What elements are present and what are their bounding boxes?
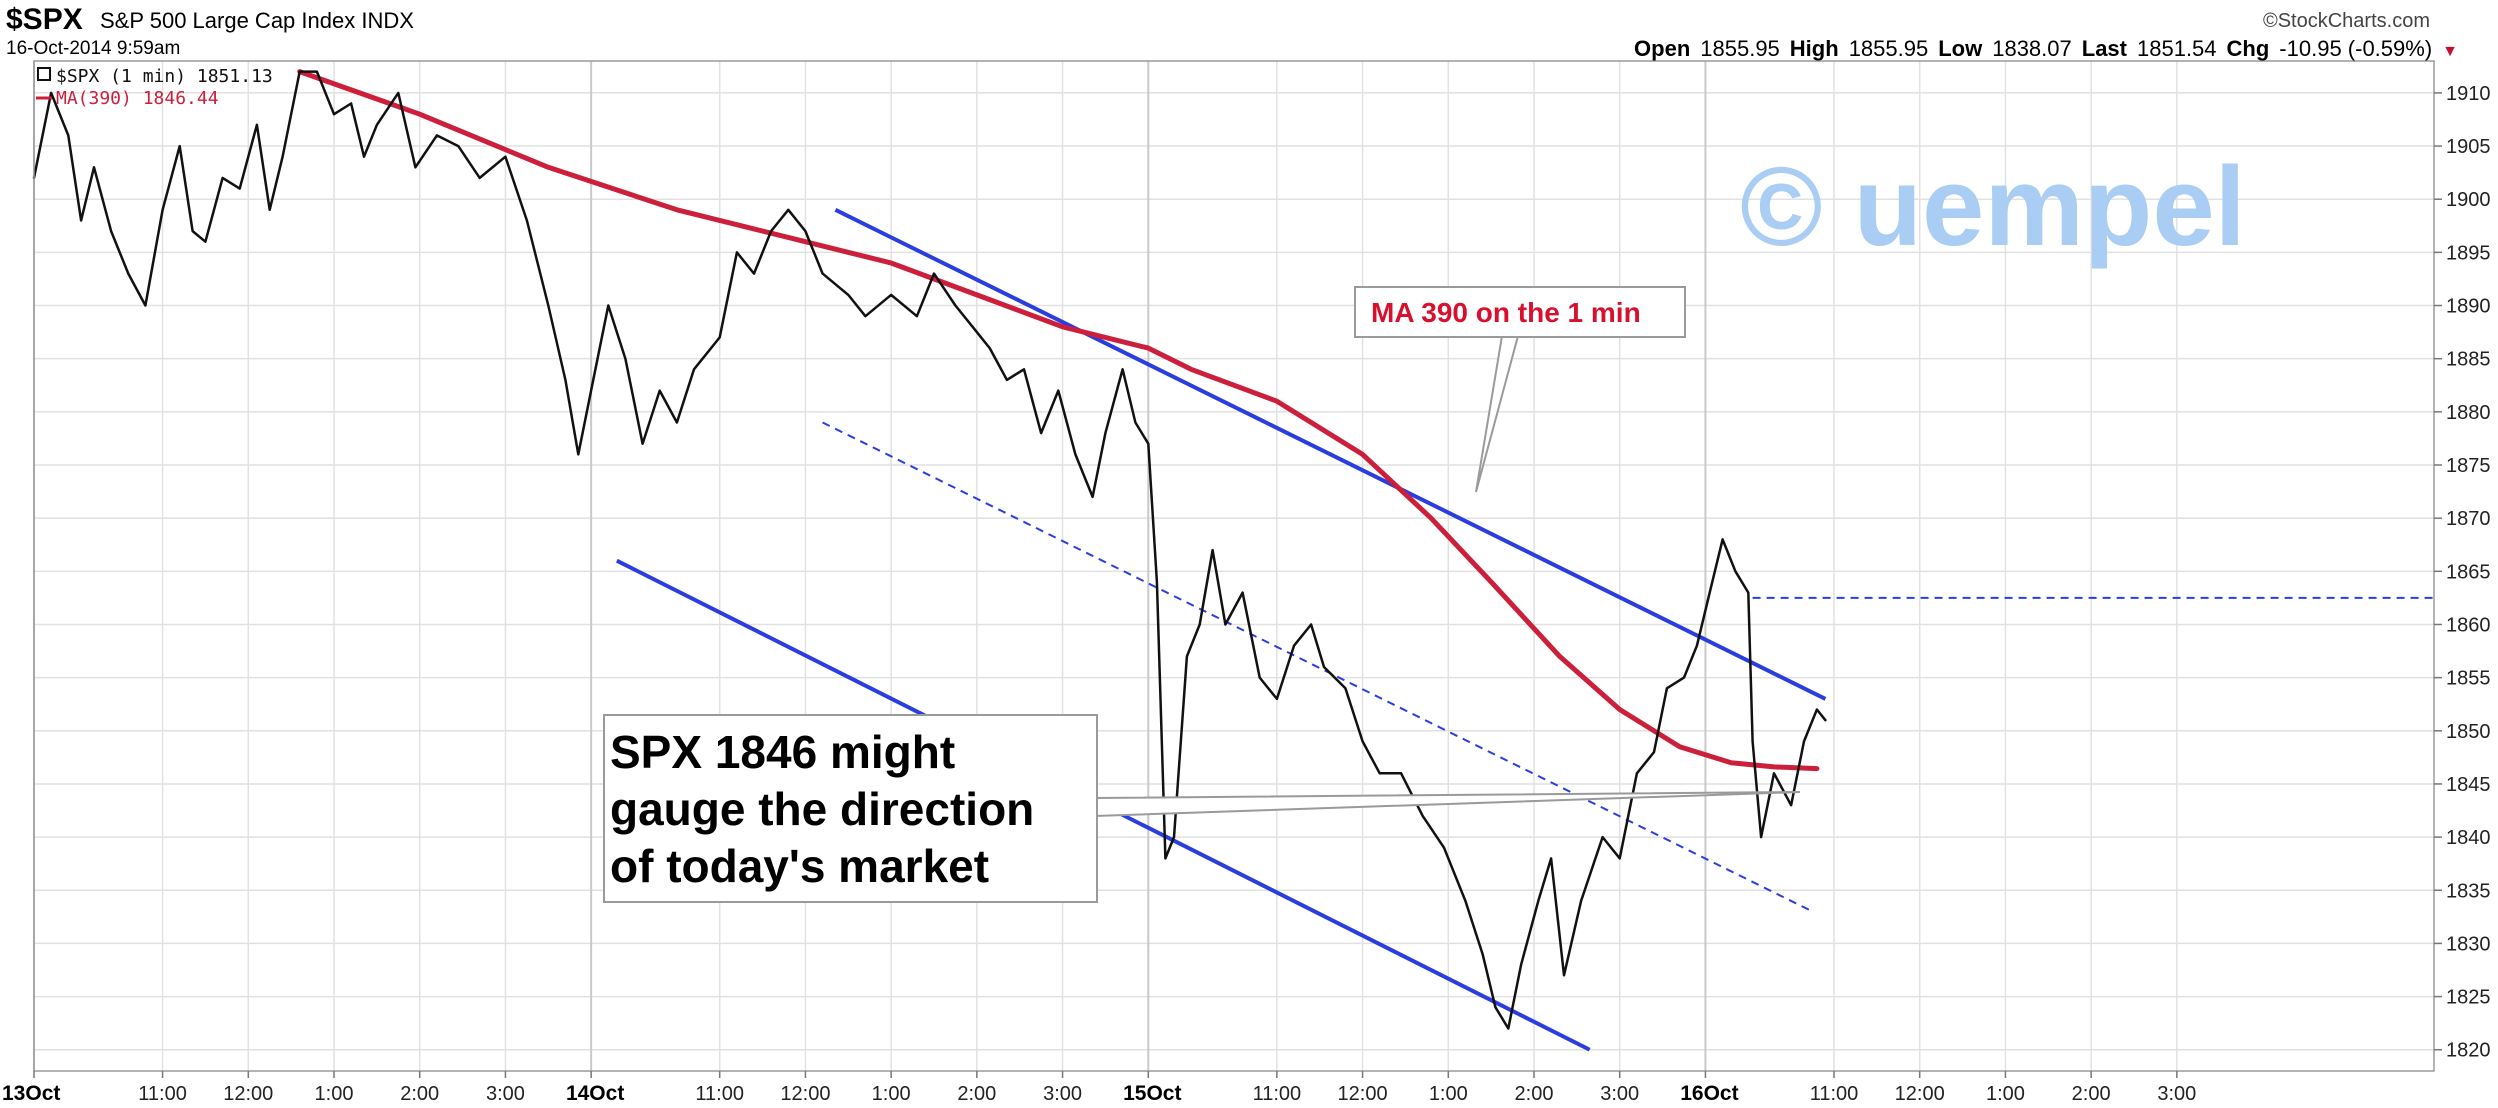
- legend-price-swatch: [37, 67, 51, 81]
- y-tick-label: 1905: [2446, 136, 2491, 158]
- y-axis: 1820 1825 1830 1835 1840 1845 1850 1855 1860 1865…: [2434, 83, 2491, 1062]
- y-tick-label: 1825: [2446, 987, 2491, 1009]
- x-tick-label: 3:00: [1600, 1083, 1639, 1105]
- x-tick-label: 1:00: [872, 1083, 911, 1105]
- ma-callout-box: [1354, 286, 1686, 338]
- open-label: Open: [1634, 36, 1691, 61]
- x-tick-label: 2:00: [957, 1083, 996, 1105]
- high-value: 1855.95: [1848, 36, 1929, 61]
- main-callout-line-1: SPX 1846 might: [610, 726, 955, 778]
- x-tick-label: 11:00: [138, 1083, 187, 1105]
- ohlc-summary: Open 1855.95 High 1855.95 Low 1838.07 Last 1…: [1634, 36, 2458, 62]
- y-tick-label: 1880: [2446, 402, 2491, 424]
- y-tick-label: 1875: [2446, 455, 2491, 477]
- x-tick-label: 2:00: [1515, 1083, 1554, 1105]
- legend: $SPX (1 min) 1851.13 MA(390) 1846.44: [36, 66, 273, 109]
- x-tick-label: 3:00: [486, 1083, 525, 1105]
- chart-date: 16-Oct-2014 9:59am: [6, 38, 181, 59]
- x-tick-label: 2:00: [400, 1083, 439, 1105]
- x-axis: 13Oct 11:00 12:00 1:00 2:00 3:00 14Oct 11:00 12:…: [2, 1071, 2196, 1105]
- plot-area-background: [34, 61, 2434, 1071]
- x-tick-label: 11:00: [1810, 1083, 1859, 1105]
- series-ma: [297, 69, 1820, 772]
- last-label: Last: [2081, 36, 2127, 61]
- x-tick-label: 12:00: [1338, 1083, 1388, 1105]
- ma-callout: MA 390 on the 1 min: [1354, 286, 1686, 493]
- x-tick-label: 12:00: [223, 1083, 273, 1105]
- y-tick-label: 1835: [2446, 880, 2491, 902]
- y-tick-label: 1850: [2446, 721, 2491, 743]
- chg-value: -10.95 (-0.59%): [2279, 36, 2433, 61]
- x-tick-label: 1:00: [1986, 1083, 2025, 1105]
- main-callout-box: [603, 714, 1098, 903]
- chg-label: Chg: [2226, 36, 2270, 61]
- y-tick-label: 1845: [2446, 774, 2491, 796]
- x-tick-label: 2:00: [2072, 1083, 2111, 1105]
- y-tick-label: 1860: [2446, 614, 2491, 636]
- x-tick-label: 11:00: [1253, 1083, 1302, 1105]
- x-tick-label: 1:00: [315, 1083, 354, 1105]
- high-label: High: [1789, 36, 1839, 61]
- main-callout-line-2: gauge the direction: [610, 783, 1034, 835]
- legend-price: $SPX (1 min) 1851.13: [56, 66, 273, 87]
- y-tick-label: 1885: [2446, 349, 2491, 371]
- y-tick-label: 1840: [2446, 827, 2491, 849]
- legend-ma: MA(390) 1846.44: [56, 88, 219, 109]
- trendline-upper: [834, 208, 1827, 701]
- x-tick-label: 16Oct: [1680, 1082, 1738, 1105]
- low-value: 1838.07: [1992, 36, 2072, 61]
- y-tick-label: 1855: [2446, 668, 2491, 690]
- y-tick-label: 1820: [2446, 1040, 2491, 1062]
- x-tick-label: 15Oct: [1123, 1082, 1181, 1105]
- trendline-mid: [822, 421, 1814, 913]
- y-tick-label: 1900: [2446, 189, 2491, 211]
- x-tick-label: 14Oct: [566, 1082, 624, 1105]
- y-tick-label: 1910: [2446, 83, 2491, 105]
- x-tick-label: 3:00: [2157, 1083, 2196, 1105]
- plot-area-border: [33, 60, 2435, 1072]
- main-callout-line-3: of today's market: [610, 840, 989, 892]
- series: [32, 69, 1827, 1030]
- y-tick-label: 1865: [2446, 561, 2491, 583]
- x-tick-label: 1:00: [1429, 1083, 1468, 1105]
- x-tick-label: 13Oct: [2, 1082, 60, 1105]
- last-value: 1851.54: [2137, 36, 2217, 61]
- series-price: [32, 70, 1827, 1030]
- main-callout: SPX 1846 might gauge the direction of to…: [603, 714, 1801, 903]
- open-value: 1855.95: [1700, 36, 1780, 61]
- chg-down-icon: ▼: [2442, 43, 2458, 60]
- symbol-description: S&P 500 Large Cap Index INDX: [100, 8, 414, 33]
- ma-callout-text: MA 390 on the 1 min: [1371, 297, 1641, 328]
- y-tick-label: 1830: [2446, 933, 2491, 955]
- symbol: $SPX: [6, 3, 83, 36]
- x-tick-label: 11:00: [695, 1083, 744, 1105]
- low-label: Low: [1938, 36, 1983, 61]
- y-tick-label: 1890: [2446, 296, 2491, 318]
- brand: ©StockCharts.com: [2262, 10, 2430, 32]
- x-tick-label: 12:00: [780, 1083, 830, 1105]
- watermark: © uempel: [1740, 144, 2246, 269]
- x-tick-label: 3:00: [1043, 1083, 1082, 1105]
- y-tick-label: 1870: [2446, 508, 2491, 530]
- y-tick-label: 1895: [2446, 242, 2491, 264]
- x-tick-label: 12:00: [1895, 1083, 1945, 1105]
